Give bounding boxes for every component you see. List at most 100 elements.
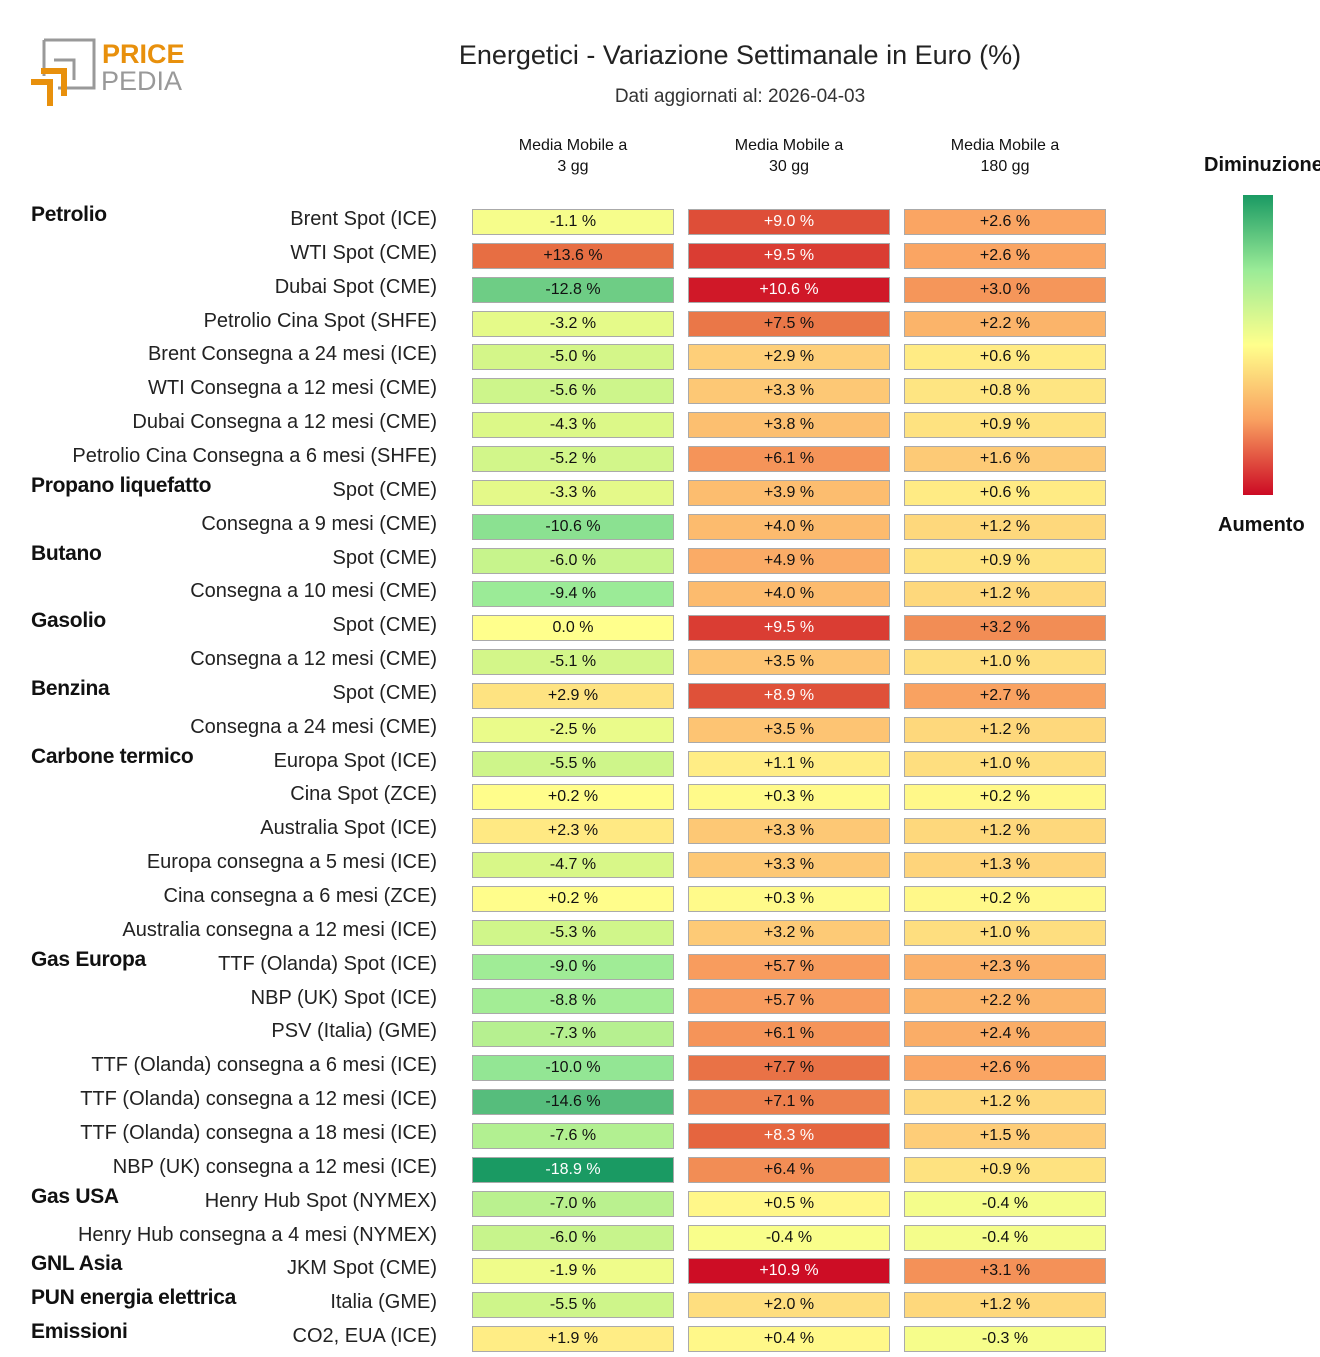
heatmap-cell: +1.0 % [904, 649, 1106, 676]
row-label: PSV (Italia) (GME) [271, 1020, 437, 1043]
row-label: Spot (CME) [332, 614, 437, 637]
heatmap-cell: +1.2 % [904, 513, 1106, 540]
group-label: GNL Asia [31, 1252, 122, 1276]
heatmap-cell: +3.3 % [688, 818, 890, 845]
heatmap-cell: +3.2 % [904, 615, 1106, 642]
row-label: Spot (CME) [332, 478, 437, 501]
heatmap-cell: +1.6 % [904, 445, 1106, 472]
heatmap-cell: -9.0 % [472, 953, 674, 980]
heatmap-cell: -5.5 % [472, 750, 674, 777]
heatmap-cell: +3.3 % [688, 852, 890, 879]
row-label: Spot (CME) [332, 546, 437, 569]
pricepedia-logo: PRICE PEDIA [31, 38, 185, 106]
heatmap-cell: -5.3 % [472, 919, 674, 946]
heatmap-cell: +4.0 % [688, 513, 890, 540]
column-header-30gg: Media Mobile a 30 gg [734, 137, 844, 175]
heatmap-cell: +8.9 % [688, 682, 890, 709]
heatmap-cell: +6.4 % [688, 1156, 890, 1183]
heatmap-cell: -1.9 % [472, 1258, 674, 1285]
group-label: Emissioni [31, 1320, 128, 1344]
row-label: Europa consegna a 5 mesi (ICE) [146, 851, 437, 874]
heatmap-cell: +0.8 % [904, 378, 1106, 405]
row-label: Consegna a 24 mesi (CME) [190, 715, 437, 738]
heatmap-cell: +3.1 % [904, 1258, 1106, 1285]
row-label: Cina Spot (ZCE) [290, 783, 437, 806]
heatmap-cell: -0.3 % [904, 1326, 1106, 1353]
heatmap-cell: +10.9 % [688, 1258, 890, 1285]
heatmap-cell: +13.6 % [472, 242, 674, 269]
heatmap-cell: +6.1 % [688, 1021, 890, 1048]
heatmap-cell: +3.2 % [688, 919, 890, 946]
column-header-180gg: Media Mobile a 180 gg [950, 137, 1060, 175]
heatmap-cell: +7.7 % [688, 1055, 890, 1082]
heatmap-cell: +2.6 % [904, 209, 1106, 235]
chart-title: Energetici - Variazione Settimanale in E… [458, 40, 1022, 70]
heatmap-cell: +0.2 % [904, 784, 1106, 811]
heatmap-cell: +0.6 % [904, 479, 1106, 506]
group-label: Gas Europa [31, 947, 146, 971]
heatmap-cell: +1.2 % [904, 581, 1106, 608]
row-label: NBP (UK) Spot (ICE) [250, 986, 437, 1009]
heatmap-cell: -6.0 % [472, 1224, 674, 1251]
heatmap-cell: +2.2 % [904, 310, 1106, 337]
heatmap-cell: +3.5 % [688, 649, 890, 676]
heatmap-cell: -9.4 % [472, 581, 674, 608]
heatmap-cell: +1.9 % [472, 1326, 674, 1353]
heatmap-cell: +3.3 % [688, 378, 890, 405]
row-label: Henry Hub Spot (NYMEX) [204, 1189, 437, 1212]
heatmap-cell: -0.4 % [904, 1190, 1106, 1217]
row-label: WTI Consegna a 12 mesi (CME) [148, 377, 437, 400]
heatmap-cell: -5.6 % [472, 378, 674, 405]
row-label: Consegna a 9 mesi (CME) [201, 512, 437, 535]
heatmap-cell: +10.6 % [688, 276, 890, 303]
heatmap-cell: +1.3 % [904, 852, 1106, 879]
legend-bottom-label: Aumento [1218, 514, 1305, 536]
heatmap-cell: +7.1 % [688, 1089, 890, 1116]
heatmap-cell: -5.1 % [472, 649, 674, 676]
heatmap-cell: -0.4 % [904, 1224, 1106, 1251]
group-label: PUN energia elettrica [31, 1286, 236, 1310]
heatmap-cell: +1.2 % [904, 1089, 1106, 1116]
heatmap-cell: -7.0 % [472, 1190, 674, 1217]
row-label: JKM Spot (CME) [286, 1257, 437, 1280]
heatmap-cell: +1.2 % [904, 716, 1106, 743]
heatmap-cell: +0.2 % [904, 886, 1106, 912]
group-label: Gasolio [31, 609, 106, 633]
heatmap-cell: +3.0 % [904, 276, 1106, 303]
heatmap-cell: +0.9 % [904, 547, 1106, 574]
group-label: Propano liquefatto [31, 473, 212, 497]
heatmap-cell: +1.1 % [688, 750, 890, 777]
heatmap-cell: -12.8 % [472, 276, 674, 303]
group-label: Benzina [31, 676, 110, 700]
heatmap-cell: +2.7 % [904, 682, 1106, 709]
heatmap-cell: +0.6 % [904, 344, 1106, 371]
group-label: Petrolio [31, 203, 107, 226]
heatmap-cell: +4.9 % [688, 547, 890, 574]
row-label: Australia Spot (ICE) [260, 817, 437, 840]
legend-top-label: Diminuzione [1204, 154, 1320, 176]
heatmap-cell: +9.0 % [688, 209, 890, 235]
heatmap-cell: +2.2 % [904, 987, 1106, 1014]
row-label: CO2, EUA (ICE) [292, 1325, 437, 1348]
heatmap-cell: -8.8 % [472, 987, 674, 1014]
row-label: Cina consegna a 6 mesi (ZCE) [163, 885, 437, 907]
row-label: Henry Hub consegna a 4 mesi (NYMEX) [77, 1223, 437, 1246]
heatmap-cell: +0.4 % [688, 1326, 890, 1353]
heatmap-cell: +2.6 % [904, 1055, 1106, 1082]
heatmap-cell: +0.2 % [472, 784, 674, 811]
row-label: TTF (Olanda) consegna a 12 mesi (ICE) [80, 1088, 437, 1111]
heatmap-cell: -18.9 % [472, 1156, 674, 1183]
row-label: Europa Spot (ICE) [273, 749, 437, 772]
column-header-3gg: Media Mobile a 3 gg [518, 137, 628, 175]
row-label: Dubai Spot (CME) [274, 275, 437, 298]
heatmap-cell: +3.9 % [688, 479, 890, 506]
heatmap-cell: -7.3 % [472, 1021, 674, 1048]
heatmap-cell: +1.2 % [904, 1292, 1106, 1319]
heatmap-cell: +2.0 % [688, 1292, 890, 1319]
row-label: Spot (CME) [332, 681, 437, 704]
heatmap-cell: 0.0 % [472, 615, 674, 642]
heatmap-cell: -0.4 % [688, 1224, 890, 1251]
group-label: Carbone termico [31, 744, 194, 768]
group-label: Gas USA [31, 1184, 119, 1208]
